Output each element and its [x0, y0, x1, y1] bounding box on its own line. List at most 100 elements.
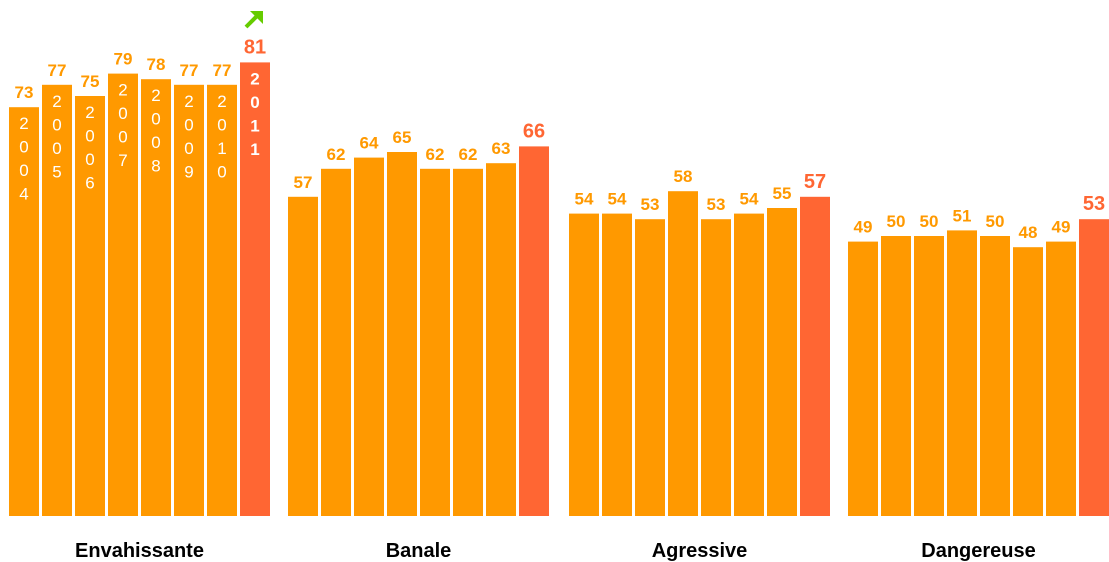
year-label-char: 0: [151, 110, 160, 129]
year-label-char: 1: [217, 139, 226, 158]
year-label-char: 0: [151, 133, 160, 152]
bar-envahissante-2010: [207, 84, 237, 517]
value-label: 49: [1052, 218, 1071, 237]
year-label-char: 2: [118, 81, 127, 100]
bar-envahissante-2008: [141, 79, 171, 516]
year-label-char: 2: [250, 69, 259, 88]
bar-agressive-2011: [800, 196, 830, 517]
year-label-char: 5: [52, 162, 61, 181]
value-label: 50: [887, 212, 906, 231]
value-label: 79: [114, 50, 133, 69]
value-label: 51: [953, 206, 972, 225]
category-label: Dangereuse: [921, 540, 1036, 562]
year-label-char: 0: [19, 161, 28, 180]
value-label: 63: [492, 139, 511, 158]
year-labels-layer: 2 0 0 4 2 0 0 5 2 0 0 6 2 0 0 7 2 0 0 8 2 0 0 9 2 0 1 0 2 0 1 1: [19, 69, 259, 203]
value-label: 57: [804, 171, 826, 193]
value-label: 53: [707, 195, 726, 214]
bar-banale-2010: [486, 163, 516, 516]
value-label: 54: [740, 190, 759, 209]
category-label: Banale: [386, 540, 452, 562]
year-label-char: 2: [217, 92, 226, 111]
value-label: 49: [854, 218, 873, 237]
year-label-char: 0: [118, 104, 127, 123]
year-label-char: 7: [118, 151, 127, 170]
year-label-char: 2: [52, 92, 61, 111]
year-label-char: 1: [250, 140, 259, 159]
value-label: 58: [674, 167, 693, 186]
value-label: 54: [608, 190, 627, 209]
bars-layer: [9, 62, 1109, 517]
year-label-char: 0: [85, 150, 94, 169]
year-label-char: 8: [151, 157, 160, 176]
bar-banale-2004: [288, 196, 318, 517]
year-label-char: 0: [250, 93, 259, 112]
bar-agressive-2008: [701, 219, 731, 516]
bar-agressive-2006: [635, 219, 665, 516]
bar-dangereuse-2010: [1046, 241, 1076, 516]
bar-banale-2005: [321, 168, 351, 517]
bar-dangereuse-2009: [1013, 247, 1043, 516]
category-label: Agressive: [652, 540, 748, 562]
category-label: Envahissante: [75, 540, 204, 562]
bar-banale-2006: [354, 157, 384, 516]
arrow-up-right-icon: [244, 11, 263, 29]
year-label-char: 0: [184, 139, 193, 158]
bar-banale-2007: [387, 152, 417, 516]
value-label: 77: [180, 61, 199, 80]
value-label: 50: [920, 212, 939, 231]
value-label: 62: [459, 145, 478, 164]
bar-agressive-2007: [668, 191, 698, 516]
value-label: 62: [426, 145, 445, 164]
bar-dangereuse-2011: [1079, 219, 1109, 516]
bar-banale-2011: [519, 146, 549, 516]
bar-envahissante-2006: [75, 96, 105, 516]
year-label-char: 6: [85, 174, 94, 193]
bar-dangereuse-2007: [947, 230, 977, 516]
year-label-char: 0: [52, 115, 61, 134]
year-label-char: 0: [118, 128, 127, 147]
value-label: 75: [81, 72, 100, 91]
bar-agressive-2009: [734, 213, 764, 516]
bar-banale-2009: [453, 168, 483, 517]
bar-agressive-2004: [569, 213, 599, 516]
bar-dangereuse-2006: [914, 236, 944, 516]
value-label: 73: [15, 83, 34, 102]
value-label: 64: [360, 134, 379, 153]
year-label-char: 9: [184, 162, 193, 181]
year-label-char: 4: [19, 185, 28, 204]
bar-envahissante-2011: [240, 62, 270, 517]
year-label-char: 2: [85, 103, 94, 122]
year-label-char: 2: [19, 114, 28, 133]
bar-agressive-2010: [767, 208, 797, 516]
bar-banale-2008: [420, 168, 450, 517]
value-label: 81: [244, 36, 266, 58]
value-label: 57: [294, 173, 313, 192]
bar-envahissante-2004: [9, 107, 39, 516]
value-label: 48: [1019, 223, 1038, 242]
year-label-char: 0: [85, 127, 94, 146]
value-label: 62: [327, 145, 346, 164]
bar-dangereuse-2008: [980, 236, 1010, 516]
year-label-char: 0: [217, 162, 226, 181]
value-label: 65: [393, 128, 412, 147]
year-label-char: 0: [217, 115, 226, 134]
value-label: 66: [523, 120, 545, 142]
value-label: 55: [773, 184, 792, 203]
value-label: 53: [1083, 193, 1105, 215]
bar-envahissante-2007: [108, 73, 138, 516]
year-label-char: 0: [19, 138, 28, 157]
value-label: 77: [213, 61, 232, 80]
year-label-char: 0: [184, 115, 193, 134]
value-label: 54: [575, 190, 594, 209]
bar-agressive-2005: [602, 213, 632, 516]
bar-envahissante-2009: [174, 84, 204, 517]
value-label: 77: [48, 61, 67, 80]
value-label: 78: [147, 55, 166, 74]
bar-dangereuse-2004: [848, 241, 878, 516]
category-labels-layer: Envahissante Banale Agressive Dangereuse: [75, 540, 1036, 562]
year-label-char: 2: [151, 86, 160, 105]
year-label-char: 0: [52, 139, 61, 158]
year-label-char: 2: [184, 92, 193, 111]
